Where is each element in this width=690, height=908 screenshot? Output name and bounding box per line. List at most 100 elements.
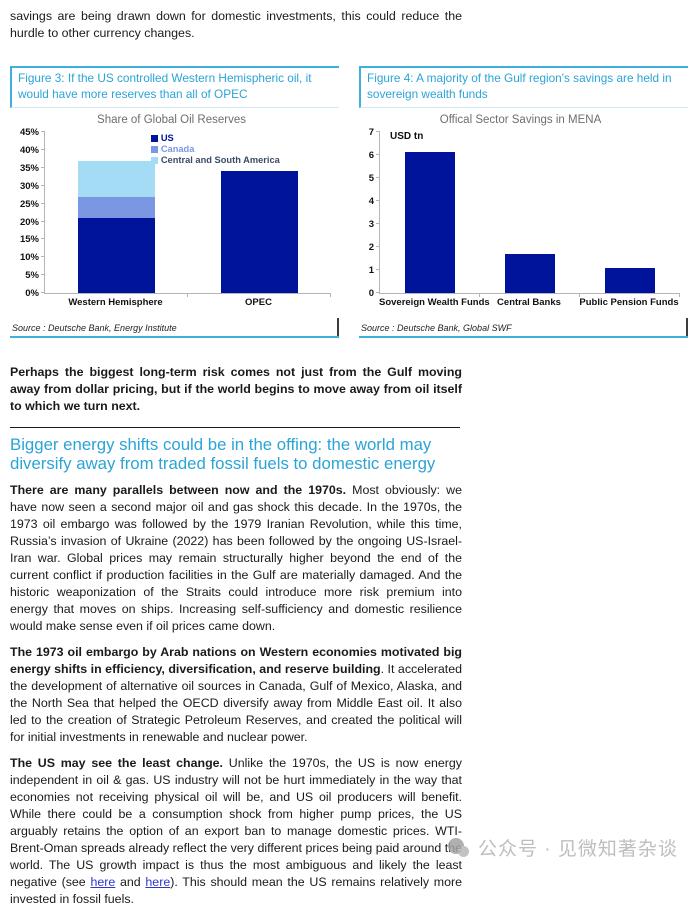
y-tick-mark — [41, 274, 45, 276]
report-page: savings are being drawn down for domesti… — [10, 9, 690, 906]
figure3-y-axis: 0% 5% 10% 15% 20% 25% 30% 35% 40% 45% — [12, 127, 44, 299]
figure3-plot-row: 0% 5% 10% 15% 20% 25% 30% 35% 40% 45% US Canada Cen… — [12, 127, 331, 299]
figure3-x-axis: Western Hemisphere OPEC — [44, 297, 331, 312]
y-tick-mark — [376, 177, 380, 179]
x-category-label: Western Hemisphere — [68, 297, 163, 309]
y-tick-mark — [41, 202, 45, 204]
figure3-panel: Figure 3: If the US controlled Western H… — [10, 66, 339, 339]
legend-swatch-icon — [150, 145, 158, 153]
y-tick-label: 5% — [25, 270, 39, 282]
y-tick-label: 35% — [19, 162, 39, 174]
legend-swatch-icon — [150, 156, 158, 164]
chart-legend: US Canada Central and South America — [150, 133, 280, 166]
paragraph-embargo-body: . It accelerated the development of alte… — [10, 662, 462, 745]
y-tick-mark — [376, 131, 380, 133]
y-tick-label: 1 — [368, 265, 374, 277]
y-tick-mark — [376, 200, 380, 202]
y-tick-label: 30% — [19, 180, 39, 192]
x-category-label: OPEC — [245, 297, 272, 309]
y-tick-mark — [41, 184, 45, 186]
bar-segment — [220, 171, 299, 294]
bar-segment — [77, 160, 156, 197]
paragraph-parallels-lead: There are many parallels between now and… — [10, 483, 347, 498]
paragraph-us-change-lead: The US may see the least change. — [10, 756, 223, 771]
y-tick-label: 5 — [368, 173, 374, 185]
here-link-1[interactable]: here — [90, 875, 116, 890]
figure4-y-axis: 0 1 2 3 4 5 6 7 — [361, 127, 379, 299]
y-tick-mark — [376, 223, 380, 225]
bar-segment — [77, 218, 156, 294]
figure4-x-axis: Sovereign Wealth Funds Central Banks Publi… — [379, 297, 680, 312]
y-tick-mark — [41, 256, 45, 258]
legend-label: Central and South America — [160, 155, 280, 166]
bar-segment — [605, 267, 655, 294]
legend-item: Canada — [150, 144, 280, 155]
paragraph-us-change: The US may see the least change. Unlike … — [10, 755, 462, 908]
y-tick-mark — [41, 131, 45, 133]
figure3-plot-area: US Canada Central and South America — [41, 131, 331, 298]
legend-label: Canada — [160, 144, 195, 155]
section-heading: Bigger energy shifts could be in the off… — [10, 435, 436, 474]
x-tick-mark — [330, 293, 331, 298]
y-tick-mark — [376, 246, 380, 248]
figure-row: Figure 3: If the US controlled Western H… — [10, 66, 688, 339]
y-tick-label: 2 — [368, 242, 374, 254]
y-tick-label: 7 — [368, 127, 374, 139]
paragraph-us-change-body-2: and — [115, 875, 146, 890]
y-tick-mark — [41, 220, 45, 222]
x-tick-mark — [479, 293, 480, 298]
y-tick-mark — [41, 149, 45, 151]
here-link-2[interactable]: here — [145, 875, 171, 890]
figure4-chart-title: Offical Sector Savings in MENA — [439, 114, 602, 127]
figure3-chart: Share of Global Oil Reserves 0% 5% 10% 15% 2… — [10, 108, 339, 312]
y-tick-label: 0 — [368, 288, 374, 300]
y-tick-label: 4 — [368, 196, 374, 208]
y-tick-mark — [41, 292, 45, 294]
bar-segment — [505, 254, 555, 294]
x-category-label: Sovereign Wealth Funds — [379, 297, 490, 309]
figure4-source: Source : Deutsche Bank, Global SWF — [359, 318, 688, 337]
bar-segment — [77, 196, 156, 218]
x-tick-mark — [679, 293, 680, 298]
legend-item: US — [150, 133, 280, 144]
y-tick-label: 15% — [19, 234, 39, 246]
paragraph-embargo: The 1973 oil embargo by Arab nations on … — [10, 644, 462, 746]
paragraph-embargo-lead: The 1973 oil embargo by Arab nations on … — [10, 645, 462, 677]
y-tick-label: 25% — [19, 198, 39, 210]
y-tick-mark — [376, 292, 380, 294]
watermark-text: 公众号 · 见微知著杂谈 — [478, 839, 678, 860]
y-tick-label: 6 — [368, 150, 374, 162]
paragraph-us-change-body-1: Unlike the 1970s, the US is now energy i… — [10, 756, 462, 890]
wechat-watermark: 公众号 · 见微知著杂谈 — [448, 834, 690, 861]
x-category-label: Public Pension Funds — [579, 297, 679, 309]
y-tick-label: 0% — [25, 288, 39, 300]
figure4-plot-row: 0 1 2 3 4 5 6 7 USD tn — [361, 127, 680, 299]
y-axis-unit-label: USD tn — [390, 131, 424, 143]
x-category-label: Central Banks — [497, 297, 561, 309]
y-tick-label: 45% — [19, 127, 39, 139]
bar-segment — [405, 151, 455, 294]
x-tick-mark — [579, 293, 580, 298]
paragraph-parallels: There are many parallels between now and… — [10, 482, 462, 635]
legend-label: US — [160, 133, 174, 144]
y-tick-label: 40% — [19, 145, 39, 157]
y-tick-mark — [41, 166, 45, 168]
figure3-source: Source : Deutsche Bank, Energy Institute — [10, 318, 339, 337]
y-tick-label: 10% — [19, 252, 39, 264]
figure3-chart-title: Share of Global Oil Reserves — [97, 114, 246, 127]
figure4-plot-area: USD tn — [376, 131, 680, 298]
legend-item: Central and South America — [150, 155, 280, 166]
figure4-title: Figure 4: A majority of the Gulf region'… — [359, 68, 688, 109]
risk-paragraph: Perhaps the biggest long-term risk comes… — [10, 365, 462, 414]
y-tick-mark — [376, 154, 380, 156]
y-tick-mark — [376, 269, 380, 271]
wechat-logo-icon — [448, 836, 472, 860]
figure4-panel: Figure 4: A majority of the Gulf region'… — [359, 66, 688, 339]
y-tick-label: 20% — [19, 216, 39, 228]
figure3-title: Figure 3: If the US controlled Western H… — [10, 68, 339, 109]
figure4-chart: Offical Sector Savings in MENA 0 1 2 3 4 5 6 7 … — [359, 108, 688, 312]
section-divider — [10, 427, 460, 429]
paragraph-parallels-body: Most obviously: we have now seen a secon… — [10, 483, 462, 634]
x-tick-mark — [187, 293, 188, 298]
intro-paragraph: savings are being drawn down for domesti… — [10, 9, 462, 40]
